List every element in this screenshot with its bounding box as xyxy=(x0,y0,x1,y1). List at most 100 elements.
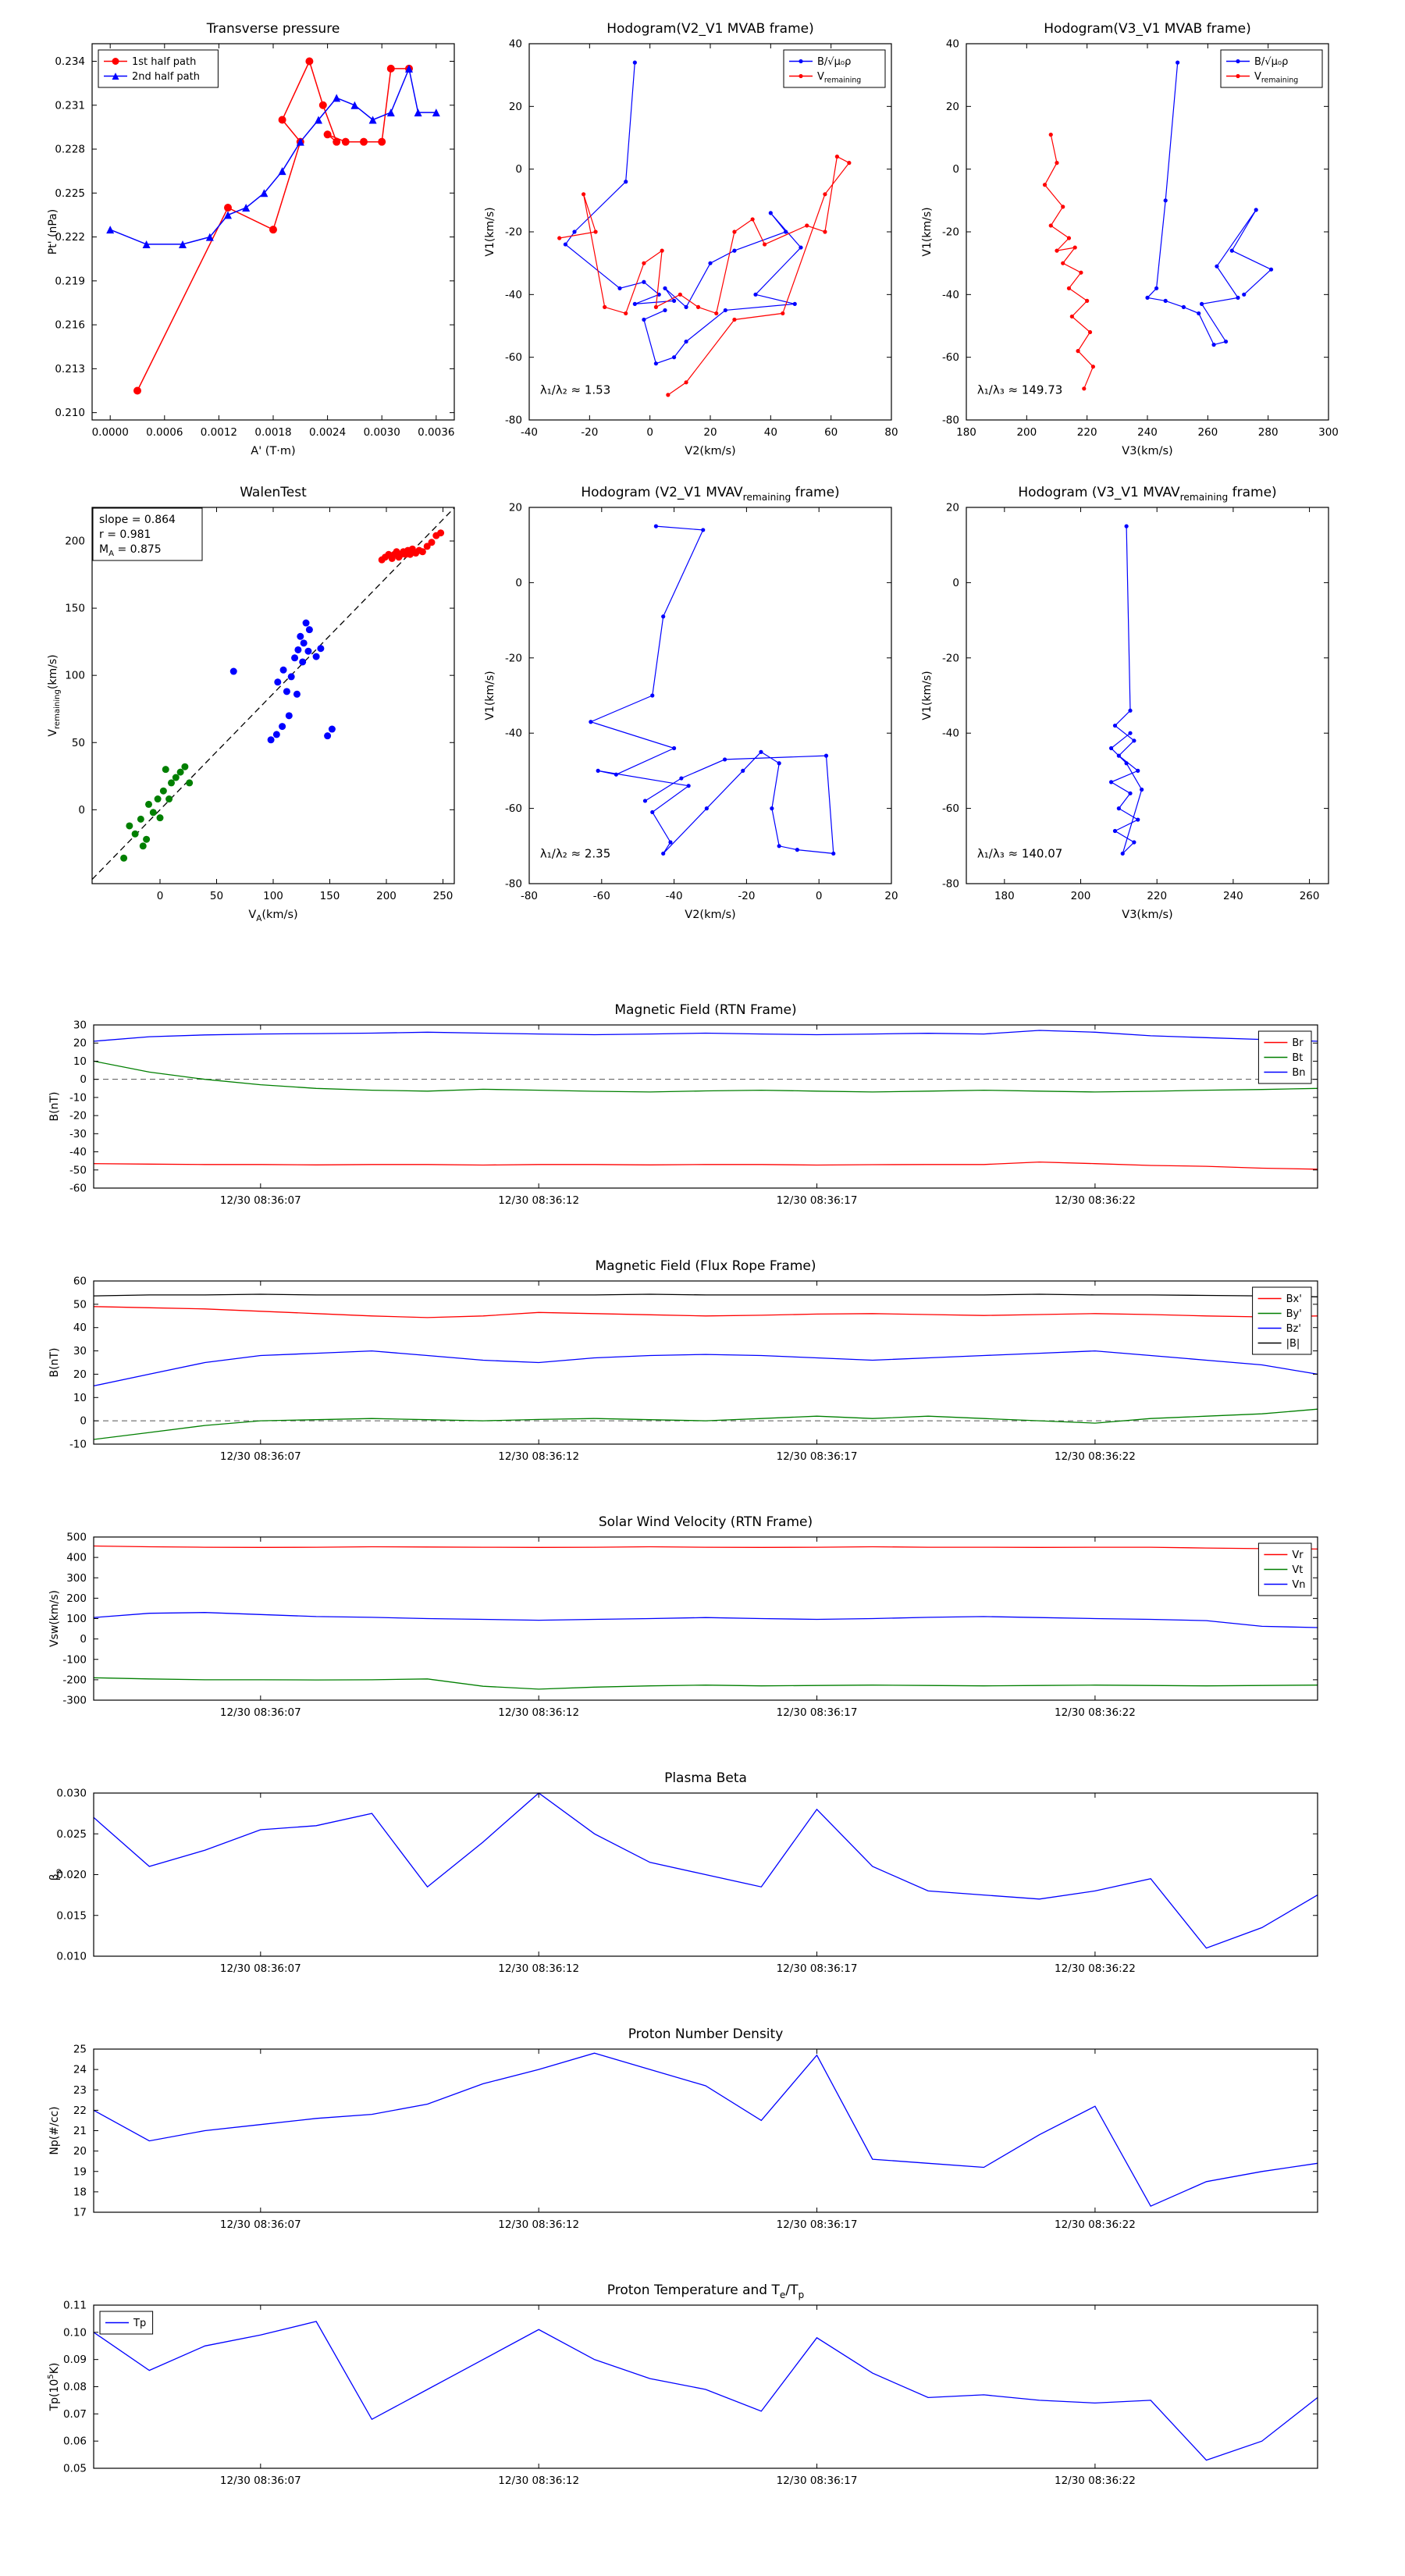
svg-text:-20: -20 xyxy=(581,426,598,439)
svg-text:12/30 08:36:22: 12/30 08:36:22 xyxy=(1055,1706,1136,1719)
svg-text:-10: -10 xyxy=(69,1091,87,1104)
svg-text:-20: -20 xyxy=(942,226,959,239)
svg-text:Proton Number Density: Proton Number Density xyxy=(628,2026,784,2042)
chart-plasma-beta: 12/30 08:36:07 12/30 08:36:12 12/30 08:36:… xyxy=(31,1758,1327,1986)
svg-text:0.0030: 0.0030 xyxy=(364,426,400,439)
svg-text:500: 500 xyxy=(66,1532,87,1544)
svg-text:12/30 08:36:22: 12/30 08:36:22 xyxy=(1055,1450,1136,1463)
svg-text:0.08: 0.08 xyxy=(63,2381,87,2393)
svg-text:0.0000: 0.0000 xyxy=(92,426,129,439)
svg-text:19: 19 xyxy=(73,2165,87,2178)
svg-text:260: 260 xyxy=(1197,426,1218,439)
svg-text:0.030: 0.030 xyxy=(56,1788,87,1800)
svg-text:-80: -80 xyxy=(505,415,522,427)
svg-text:12/30 08:36:17: 12/30 08:36:17 xyxy=(777,1962,858,1975)
svg-text:Magnetic Field (Flux Rope Fram: Magnetic Field (Flux Rope Frame) xyxy=(596,1258,816,1274)
svg-text:12/30 08:36:22: 12/30 08:36:22 xyxy=(1055,2218,1136,2231)
svg-text:20: 20 xyxy=(73,1368,87,1381)
svg-text:Vr: Vr xyxy=(1292,1550,1304,1561)
svg-text:By': By' xyxy=(1286,1308,1302,1320)
svg-text:V1(km/s): V1(km/s) xyxy=(921,671,934,720)
svg-text:λ₁/λ₃ ≈ 140.07: λ₁/λ₃ ≈ 140.07 xyxy=(977,846,1062,860)
svg-text:-100: -100 xyxy=(62,1653,87,1666)
svg-text:20: 20 xyxy=(73,1037,87,1050)
svg-text:0.010: 0.010 xyxy=(56,1951,87,1963)
chart-hodogram-v3v1-mvav: 180 200 220 240 260 -80 -60 -40 -20 0 20 Hodogram (… xyxy=(905,475,1343,929)
svg-text:A' (T·m): A' (T·m) xyxy=(251,445,295,457)
svg-text:-20: -20 xyxy=(942,652,959,664)
svg-text:12/30 08:36:17: 12/30 08:36:17 xyxy=(777,2218,858,2231)
svg-text:λ₁/λ₂ ≈ 2.35: λ₁/λ₂ ≈ 2.35 xyxy=(540,846,610,860)
svg-text:30: 30 xyxy=(73,1345,87,1357)
svg-text:-80: -80 xyxy=(505,878,522,891)
svg-text:V3(km/s): V3(km/s) xyxy=(1122,909,1172,921)
svg-text:50: 50 xyxy=(72,737,85,749)
svg-text:12/30 08:36:17: 12/30 08:36:17 xyxy=(777,1450,858,1463)
svg-text:V1(km/s): V1(km/s) xyxy=(484,671,496,720)
svg-text:-300: -300 xyxy=(62,1695,87,1707)
svg-text:Np(#/cc): Np(#/cc) xyxy=(48,2106,61,2154)
svg-text:300: 300 xyxy=(66,1572,87,1585)
svg-text:280: 280 xyxy=(1258,426,1279,439)
svg-text:20: 20 xyxy=(946,101,959,113)
svg-text:Bz': Bz' xyxy=(1286,1323,1301,1335)
svg-text:Hodogram(V3_V1 MVAB frame): Hodogram(V3_V1 MVAB frame) xyxy=(1044,21,1251,37)
svg-text:-200: -200 xyxy=(62,1674,87,1686)
svg-text:V1(km/s): V1(km/s) xyxy=(921,207,934,256)
svg-text:V2(km/s): V2(km/s) xyxy=(685,445,735,457)
svg-text:-20: -20 xyxy=(505,652,522,664)
svg-text:300: 300 xyxy=(1318,426,1339,439)
chart-hodogram-v2v1-mvav: -80 -60 -40 -20 0 20 -80 -60 -40 -20 0 20 Hodogram (… xyxy=(468,475,905,929)
svg-text:0.222: 0.222 xyxy=(55,231,85,244)
svg-text:-40: -40 xyxy=(666,890,683,902)
svg-text:-40: -40 xyxy=(942,728,959,740)
svg-text:50: 50 xyxy=(210,890,223,902)
svg-text:12/30 08:36:22: 12/30 08:36:22 xyxy=(1055,1194,1136,1207)
svg-text:Vn: Vn xyxy=(1292,1579,1305,1591)
svg-text:0: 0 xyxy=(78,804,85,817)
svg-text:200: 200 xyxy=(66,1592,87,1605)
svg-text:100: 100 xyxy=(66,1613,87,1625)
svg-text:12/30 08:36:07: 12/30 08:36:07 xyxy=(220,1706,301,1719)
svg-text:0.06: 0.06 xyxy=(63,2435,87,2448)
svg-text:240: 240 xyxy=(1223,890,1243,902)
svg-text:λ₁/λ₃ ≈ 149.73: λ₁/λ₃ ≈ 149.73 xyxy=(977,382,1062,397)
svg-text:240: 240 xyxy=(1137,426,1158,439)
svg-text:17: 17 xyxy=(73,2207,87,2219)
svg-text:0.025: 0.025 xyxy=(56,1828,87,1841)
svg-text:12/30 08:36:07: 12/30 08:36:07 xyxy=(220,2475,301,2487)
svg-text:Vremaining: Vremaining xyxy=(1254,71,1298,85)
svg-text:B(nT): B(nT) xyxy=(48,1092,61,1122)
svg-text:0.0006: 0.0006 xyxy=(146,426,183,439)
svg-text:40: 40 xyxy=(509,38,522,51)
svg-text:10: 10 xyxy=(73,1392,87,1404)
svg-text:Proton Temperature and Te/Tp: Proton Temperature and Te/Tp xyxy=(607,2282,805,2300)
svg-text:VA(km/s): VA(km/s) xyxy=(248,909,297,923)
svg-text:12/30 08:36:22: 12/30 08:36:22 xyxy=(1055,2475,1136,2487)
svg-text:0: 0 xyxy=(646,426,653,439)
svg-text:-20: -20 xyxy=(505,226,522,239)
svg-text:-40: -40 xyxy=(69,1146,87,1158)
svg-text:r = 0.981: r = 0.981 xyxy=(99,528,151,541)
svg-text:0: 0 xyxy=(515,163,522,176)
svg-text:Pt' (nPa): Pt' (nPa) xyxy=(47,209,59,254)
svg-text:βp: βp xyxy=(48,1869,63,1880)
svg-text:-80: -80 xyxy=(521,890,538,902)
svg-text:200: 200 xyxy=(1071,890,1091,902)
svg-text:60: 60 xyxy=(73,1276,87,1288)
svg-text:Vsw(km/s): Vsw(km/s) xyxy=(48,1590,61,1647)
svg-text:24: 24 xyxy=(73,2064,87,2076)
svg-text:12/30 08:36:17: 12/30 08:36:17 xyxy=(777,1194,858,1207)
svg-text:0.231: 0.231 xyxy=(55,99,85,112)
svg-text:0.0018: 0.0018 xyxy=(254,426,291,439)
svg-text:0.0024: 0.0024 xyxy=(309,426,346,439)
svg-text:18: 18 xyxy=(73,2186,87,2198)
svg-text:40: 40 xyxy=(764,426,777,439)
svg-text:-80: -80 xyxy=(942,878,959,891)
svg-text:Hodogram (V2_V1 MVAVremaining: Hodogram (V2_V1 MVAVremaining frame) xyxy=(581,485,839,503)
svg-text:40: 40 xyxy=(73,1322,87,1334)
svg-text:1st half path: 1st half path xyxy=(132,56,196,68)
svg-text:-50: -50 xyxy=(69,1164,87,1176)
chart-solar-wind-velocity: 12/30 08:36:07 12/30 08:36:12 12/30 08:36:… xyxy=(31,1502,1327,1730)
